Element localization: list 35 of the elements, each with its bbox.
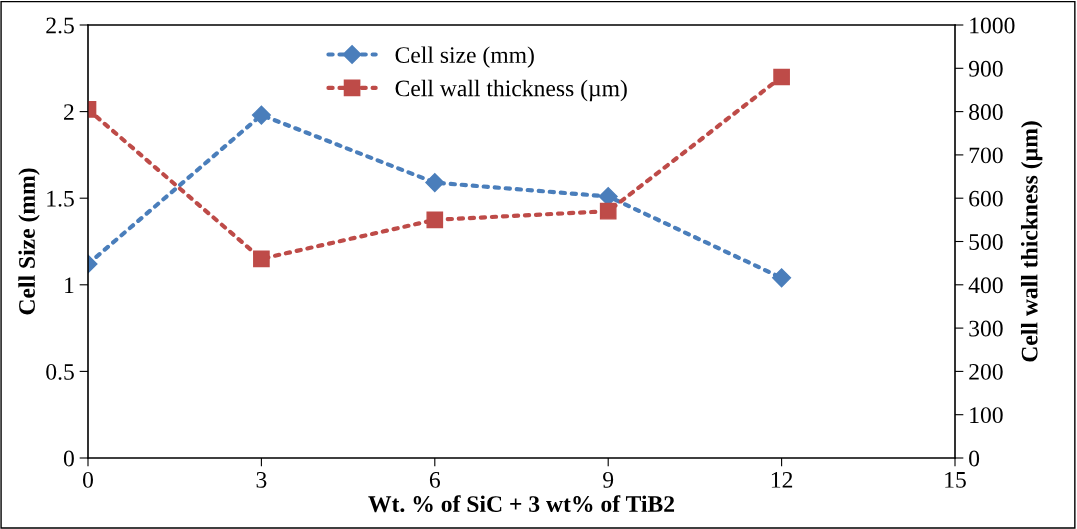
legend-label: Cell wall thickness (µm) <box>395 79 627 102</box>
point <box>772 268 792 288</box>
x-tick-label: 15 <box>945 471 966 488</box>
y-axis-title: Cell Size (mm) <box>18 168 40 315</box>
y2-tick-label: 100 <box>970 407 1003 424</box>
x-axis-title: Wt. % of SiC + 3 wt% of TiB2 <box>368 495 675 513</box>
point <box>251 105 271 125</box>
x-tick-label: 3 <box>256 471 267 488</box>
x-tick-label: 0 <box>83 471 93 488</box>
point <box>599 202 617 220</box>
y2-tick-label: 200 <box>969 363 1003 380</box>
y2-tick-label: 600 <box>969 190 1003 207</box>
point <box>425 173 445 193</box>
x-tick-label: 12 <box>771 471 793 488</box>
y2-tick-label: 0 <box>969 450 980 467</box>
y2-tick-label: 300 <box>969 320 1003 337</box>
y-tick-label: 0.5 <box>46 363 74 380</box>
y2-tick-label: 800 <box>969 104 1003 121</box>
x-tick-label: 9 <box>603 471 614 488</box>
y-tick-label: 2 <box>64 104 74 120</box>
legend-label: Cell size (mm) <box>395 46 534 68</box>
y-tick-label: 1.5 <box>47 190 74 207</box>
y-tick-label: 0 <box>63 450 74 467</box>
y2-axis-title: Cell wall thickness (µm) <box>1020 121 1043 362</box>
y2-tick-label: 500 <box>969 233 1003 250</box>
point <box>426 211 444 229</box>
y-tick-label: 2.5 <box>46 17 74 34</box>
x-tick-label: 6 <box>429 471 440 488</box>
y2-tick-label: 900 <box>968 60 1003 77</box>
point <box>773 68 790 86</box>
y2-tick-label: 1000 <box>970 17 1015 34</box>
point <box>253 250 270 268</box>
y-tick-label: 1 <box>65 277 74 293</box>
y2-tick-label: 400 <box>968 277 1003 294</box>
y2-tick-label: 700 <box>969 147 1003 164</box>
